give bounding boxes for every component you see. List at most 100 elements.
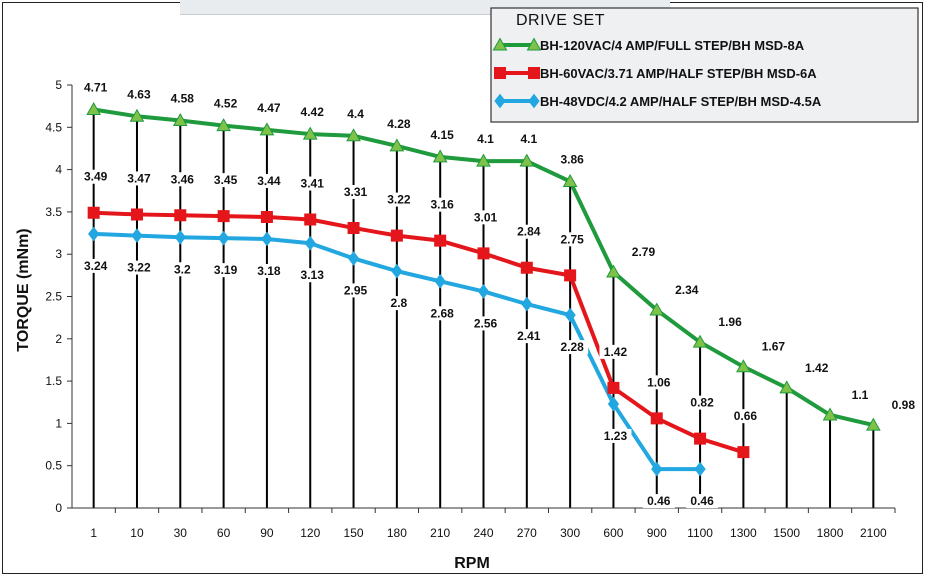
data-label-bg <box>512 132 545 147</box>
data-label-bg <box>79 169 112 184</box>
data-point <box>434 273 446 289</box>
legend-marker <box>492 37 508 51</box>
data-label: 4.47 <box>257 101 281 115</box>
x-tick-label: 210 <box>430 526 450 540</box>
data-point <box>260 210 273 223</box>
data-label-bg <box>79 80 112 95</box>
data-label: 3.41 <box>301 177 325 191</box>
data-label-bg <box>887 398 920 413</box>
data-label: 4.28 <box>387 117 411 131</box>
x-tick-label: 60 <box>217 526 231 540</box>
data-label: 3.49 <box>84 170 108 184</box>
data-point <box>432 149 448 163</box>
data-label-bg <box>382 296 415 311</box>
data-label: 3.2 <box>174 262 191 276</box>
data-point <box>519 153 535 167</box>
data-label: 0.82 <box>690 396 714 410</box>
data-point <box>607 381 620 394</box>
data-label-bg <box>642 494 675 509</box>
data-label-bg <box>670 283 703 298</box>
data-label: 0.46 <box>690 494 714 508</box>
x-axis-title: RPM <box>454 555 490 572</box>
legend-marker <box>526 37 542 51</box>
data-label: 3.45 <box>214 173 238 187</box>
data-point <box>86 102 102 116</box>
y-tick-label: 4.5 <box>45 120 62 134</box>
data-label: 2.75 <box>560 232 584 246</box>
data-point <box>391 263 403 279</box>
data-label-bg <box>469 316 502 331</box>
data-point <box>477 284 490 299</box>
data-label: 2.41 <box>517 329 541 343</box>
data-point <box>390 229 403 242</box>
data-point <box>822 407 838 421</box>
data-point <box>607 396 620 412</box>
data-label: 3.19 <box>214 263 238 277</box>
data-label: 4.4 <box>347 107 364 121</box>
data-label-bg <box>512 224 545 239</box>
y-axis-title: TORQUE (mNm) <box>15 228 32 351</box>
data-label: 3.47 <box>127 171 151 185</box>
data-label: 2.84 <box>517 225 541 239</box>
data-point <box>130 208 143 221</box>
data-label-bg <box>339 283 372 298</box>
data-point <box>606 264 621 278</box>
data-point <box>779 380 795 394</box>
legend-box <box>490 7 919 123</box>
data-point <box>129 108 145 122</box>
data-point <box>172 113 188 127</box>
x-tick-label: 240 <box>473 526 493 540</box>
data-label-bg <box>729 409 762 424</box>
data-label-bg <box>426 306 459 321</box>
drop-lines <box>92 109 875 508</box>
data-point <box>521 296 533 312</box>
legend-marker <box>494 93 506 109</box>
x-tick-label: 90 <box>260 526 274 540</box>
data-label-bg <box>296 176 329 191</box>
legend-label: BH-60VAC/3.71 AMP/HALF STEP/BH MSD-6A <box>540 66 817 81</box>
data-label-bg <box>599 428 632 443</box>
data-label-bg <box>844 387 877 402</box>
x-tick-label: 300 <box>560 526 580 540</box>
data-point <box>302 126 318 140</box>
data-label: 3.86 <box>560 152 584 166</box>
legend-marker <box>494 67 506 79</box>
series-line <box>93 210 744 455</box>
data-label: 2.79 <box>632 245 656 259</box>
data-label: 3.22 <box>387 193 411 207</box>
y-tick-label: 3.5 <box>45 205 62 219</box>
legend-marker <box>528 93 540 109</box>
x-tick-label: 1300 <box>730 526 757 540</box>
x-tick-label: 120 <box>300 526 320 540</box>
data-label: 0.66 <box>734 409 758 423</box>
y-tick-label: 0.5 <box>45 459 62 473</box>
data-point <box>564 307 576 323</box>
series-markers <box>86 102 881 477</box>
data-label: 0.98 <box>892 398 916 412</box>
data-label: 4.1 <box>477 132 494 146</box>
data-label: 3.44 <box>257 174 281 188</box>
data-label: 2.28 <box>560 340 584 354</box>
data-point <box>216 118 231 132</box>
data-point <box>650 412 663 425</box>
data-point <box>865 417 881 431</box>
y-tick-label: 1.5 <box>45 374 62 388</box>
data-label-bg <box>296 105 329 120</box>
data-label-bg <box>252 263 285 278</box>
data-point <box>346 128 361 142</box>
data-label: 4.63 <box>127 87 151 101</box>
data-point <box>259 122 275 136</box>
data-label: 4.42 <box>301 105 325 119</box>
y-tick-label: 4 <box>55 163 62 177</box>
x-tick-label: 600 <box>603 526 623 540</box>
data-label-bg <box>79 258 112 273</box>
data-label: 4.15 <box>431 128 455 142</box>
data-point <box>261 231 273 247</box>
data-label-bg <box>122 171 155 186</box>
data-label-bg <box>599 344 632 359</box>
data-label-bg <box>426 127 459 142</box>
y-tick-label: 5 <box>55 78 62 92</box>
x-tick-label: 10 <box>130 526 144 540</box>
data-point <box>87 206 100 219</box>
